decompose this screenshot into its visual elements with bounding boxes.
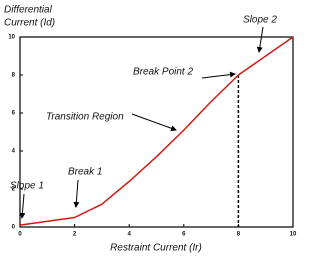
- chart: Differential Current (Id) Restraint Curr…: [4, 5, 297, 254]
- annotations: Slope 1 Break 1 Transition Region Break …: [10, 15, 277, 219]
- arrow: [73, 179, 80, 208]
- annotation: Transition Region: [46, 112, 124, 123]
- x-axis-label: Restraint Current (Ir): [110, 243, 202, 254]
- annotation: Slope 1: [10, 181, 44, 192]
- y-tick-label: 4: [12, 149, 16, 155]
- x-tick-label: 10: [290, 232, 297, 238]
- x-tick-label: 4: [128, 232, 132, 238]
- y-tick-label: 6: [12, 111, 16, 117]
- arrow: [256, 26, 264, 53]
- x-tick-label: 0: [18, 232, 22, 238]
- x-tick-label: 8: [237, 232, 241, 238]
- annotation: Slope 2: [243, 15, 277, 26]
- y-tick-label: 8: [12, 73, 16, 79]
- y-axis-label: Differential: [4, 5, 53, 16]
- y-tick-label: 10: [8, 35, 15, 41]
- arrow: [201, 71, 236, 79]
- y-tick-label: 0: [12, 225, 16, 231]
- y-axis-label: Current (Id): [4, 18, 55, 29]
- arrow: [19, 193, 26, 219]
- plot-frame: [19, 36, 294, 228]
- x-tick-label: 2: [73, 232, 77, 238]
- y-tick-label: 2: [12, 187, 16, 193]
- curve: [19, 36, 294, 226]
- arrow: [131, 113, 177, 132]
- x-tick-label: 6: [182, 232, 186, 238]
- annotation: Break Point 2: [133, 67, 193, 78]
- annotation: Break 1: [68, 167, 102, 178]
